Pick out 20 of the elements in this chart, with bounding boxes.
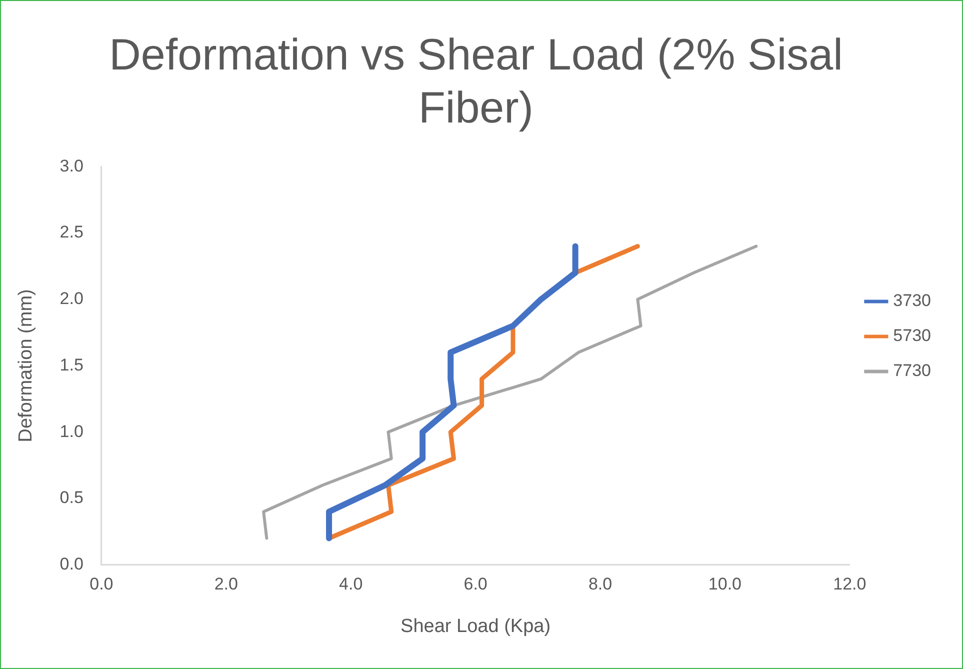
y-tick-label: 2.5 — [60, 222, 84, 242]
x-tick-label: 2.0 — [214, 574, 238, 594]
legend-label: 5730 — [893, 326, 932, 346]
x-tick-label: 8.0 — [588, 574, 612, 594]
x-tick-label: 10.0 — [708, 574, 742, 594]
y-tick-label: 3.0 — [60, 156, 84, 176]
x-tick-label: 12.0 — [833, 574, 866, 594]
y-tick-label: 1.0 — [60, 422, 84, 441]
legend-label: 3730 — [893, 291, 932, 310]
y-tick-label: 1.5 — [60, 355, 84, 374]
x-tick-label: 6.0 — [464, 574, 488, 594]
x-tick-label: 0.0 — [90, 574, 114, 594]
x-tick-label: 4.0 — [339, 574, 363, 594]
legend-label: 7730 — [893, 361, 932, 380]
y-tick-label: 2.0 — [60, 289, 84, 308]
y-tick-label: 0.0 — [60, 554, 84, 574]
y-tick-label: 0.5 — [60, 488, 84, 508]
x-axis-title: Shear Load (Kpa) — [400, 616, 551, 637]
y-axis-title: Deformation (mm) — [16, 289, 37, 442]
chart-title: Deformation vs Shear Load (2% Sisal Fiber) — [109, 30, 843, 132]
